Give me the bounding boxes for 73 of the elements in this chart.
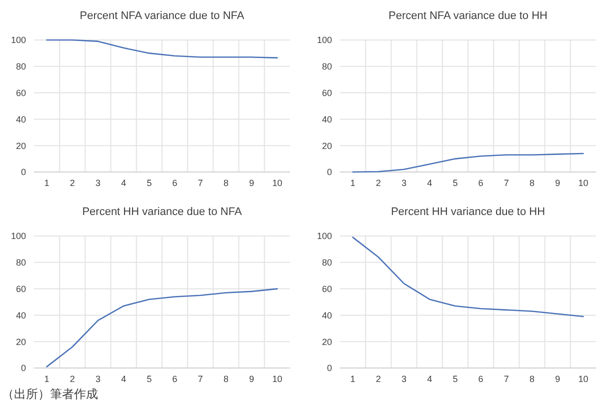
x-tick-label: 3 [95,178,101,188]
y-tick-label: 40 [322,310,332,320]
line-series [46,288,278,368]
y-tick-label: 60 [16,284,26,294]
x-tick-label: 1 [350,178,356,188]
y-tick-label: 20 [16,140,26,151]
chart-title: Percent HH variance due to HH [390,206,546,218]
x-tick-label: 8 [223,178,229,188]
chart-title: Percent NFA variance due to HH [388,10,548,22]
y-tick-label: 60 [16,88,26,98]
x-tick-label: 1 [44,178,50,188]
x-tick-label: 10 [578,178,588,188]
x-tick-label: 2 [70,178,75,188]
x-tick-label: 6 [172,374,178,384]
x-tick-label: 7 [504,178,509,188]
y-tick-label: 0 [326,167,332,178]
y-tick-label: 100 [316,35,332,46]
line-series [46,39,278,58]
x-tick-label: 7 [504,374,509,384]
x-tick-label: 9 [555,374,560,384]
x-tick-label: 5 [146,178,152,188]
x-tick-label: 1 [44,374,50,384]
x-tick-label: 4 [121,178,126,188]
y-tick-label: 40 [322,114,332,124]
x-tick-label: 2 [376,374,381,384]
y-tick-label: 20 [322,140,332,151]
line-series [352,152,584,173]
x-tick-label: 7 [198,178,203,188]
x-tick-label: 3 [401,374,407,384]
x-tick-label: 8 [529,374,535,384]
y-tick-label: 80 [16,258,26,268]
y-tick-label: 60 [322,88,332,98]
x-tick-label: 9 [555,178,560,188]
line-series [352,236,584,318]
x-tick-label: 10 [578,374,588,384]
x-tick-label: 4 [427,374,432,384]
y-tick-label: 40 [16,114,26,124]
x-tick-label: 6 [478,374,484,384]
y-tick-label: 80 [16,62,26,72]
x-tick-label: 7 [198,374,203,384]
text: （出所）筆者作成 [2,387,98,401]
y-tick-label: 80 [322,258,332,268]
x-tick-label: 10 [272,178,282,188]
x-tick-label: 3 [401,178,407,188]
x-tick-label: 5 [452,178,458,188]
x-tick-label: 6 [478,178,484,188]
x-tick-label: 2 [70,374,75,384]
x-tick-label: 1 [350,374,356,384]
y-tick-label: 60 [322,284,332,294]
x-tick-label: 4 [121,374,126,384]
y-tick-label: 80 [322,62,332,72]
x-tick-label: 5 [146,374,152,384]
chart-title: Percent NFA variance due to NFA [80,10,245,22]
y-tick-label: 100 [10,35,26,46]
x-tick-label: 10 [272,374,282,384]
y-tick-label: 0 [326,363,332,374]
y-tick-label: 0 [20,167,26,178]
y-tick-label: 40 [16,310,26,320]
x-tick-label: 9 [249,178,254,188]
y-tick-label: 100 [316,231,332,242]
x-tick-label: 4 [427,178,432,188]
y-tick-label: 20 [16,336,26,347]
x-tick-label: 8 [223,374,229,384]
x-tick-label: 6 [172,178,178,188]
x-tick-label: 9 [249,374,254,384]
x-tick-label: 8 [529,178,535,188]
y-tick-label: 20 [322,336,332,347]
chart-title: Percent HH variance due to NFA [82,206,242,218]
x-tick-label: 5 [452,374,458,384]
y-tick-label: 100 [10,231,26,242]
x-tick-label: 3 [95,374,101,384]
x-tick-label: 2 [376,178,381,188]
y-tick-label: 0 [20,363,26,374]
